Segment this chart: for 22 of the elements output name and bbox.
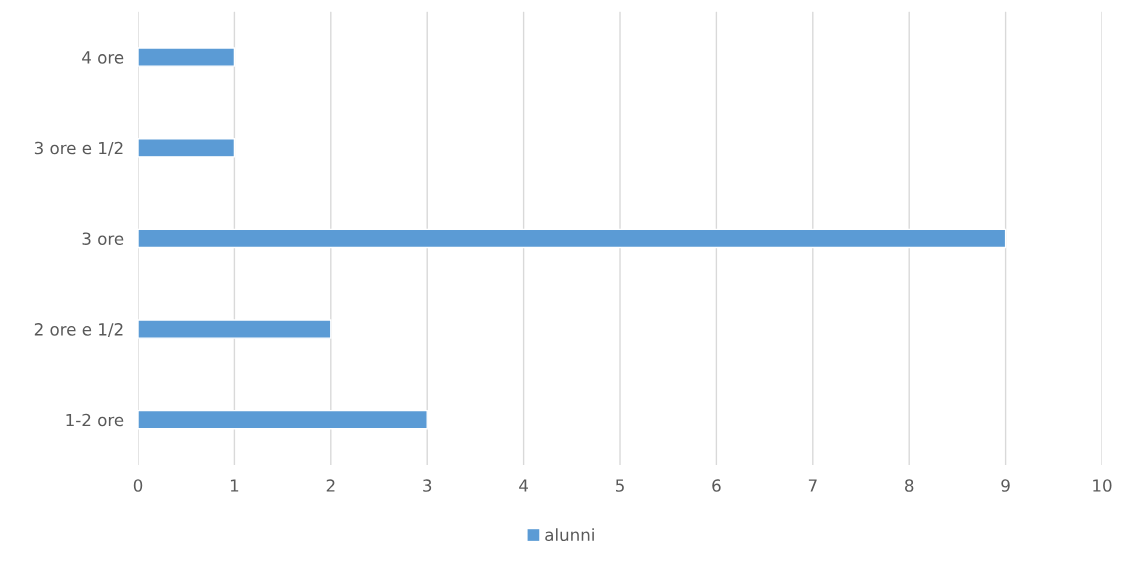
y-tick-label: 3 ore xyxy=(82,232,124,245)
x-tick-label: 3 xyxy=(423,479,432,492)
x-tick-label: 7 xyxy=(808,479,817,492)
y-tick-label: 2 ore e 1/2 xyxy=(34,323,123,337)
bar xyxy=(138,228,1007,249)
x-tick-label: 6 xyxy=(712,479,721,492)
x-tick-label: 5 xyxy=(615,479,624,492)
y-tick-label: 1-2 ore xyxy=(66,413,124,427)
bar xyxy=(138,47,236,67)
x-tick-label: 0 xyxy=(133,479,143,492)
y-tick-label: 3 ore e 1/2 xyxy=(34,141,123,156)
x-tick-label: 10 xyxy=(1093,479,1112,492)
x-tick-label: 2 xyxy=(326,479,335,492)
y-tick-label: 4 ore xyxy=(82,51,124,64)
bar xyxy=(138,409,428,430)
bar xyxy=(138,319,332,339)
x-tick-label: 4 xyxy=(519,479,528,492)
legend-label: alunni xyxy=(545,528,594,542)
x-tick-label: 8 xyxy=(905,479,914,492)
x-tick-label: 1 xyxy=(230,479,239,492)
x-tick-label: 9 xyxy=(1001,479,1010,492)
bar xyxy=(138,138,236,158)
